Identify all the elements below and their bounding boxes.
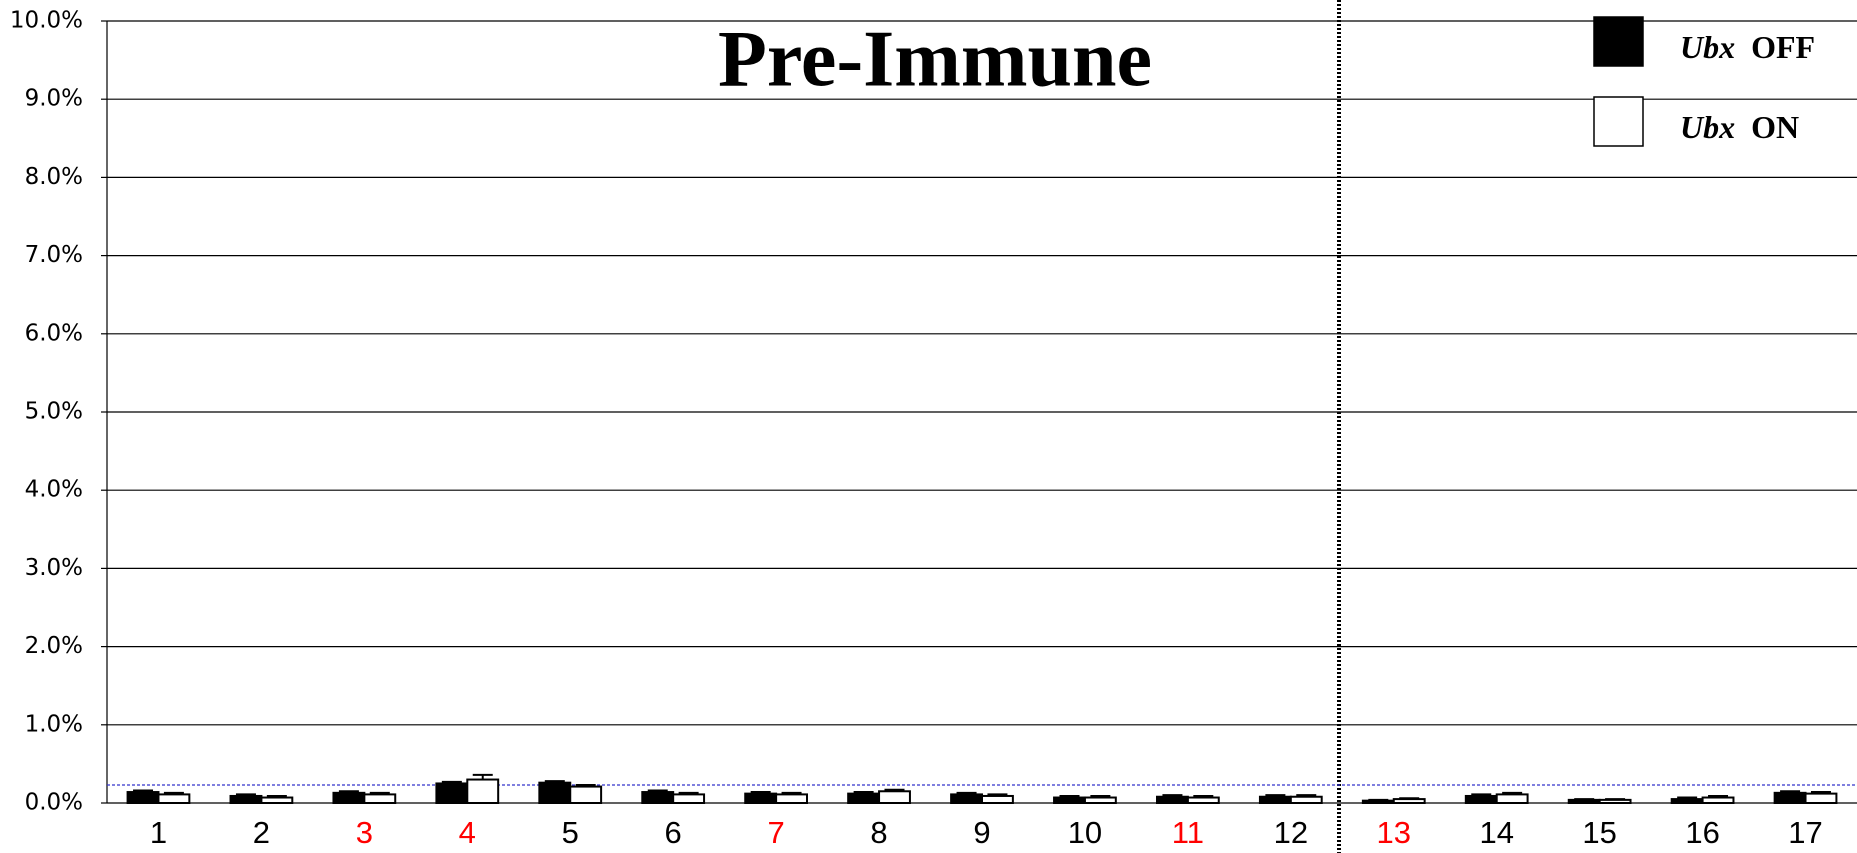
bar — [981, 794, 1014, 804]
bar — [1598, 798, 1632, 805]
x-tick-label: 10 — [1068, 815, 1102, 850]
x-tick-label: 15 — [1582, 815, 1616, 850]
bar — [847, 792, 881, 805]
bar — [950, 793, 984, 805]
bar — [538, 781, 572, 805]
bar — [672, 793, 706, 805]
legend-swatch — [1593, 16, 1644, 67]
x-tick-label: 17 — [1788, 815, 1822, 850]
bar — [641, 791, 675, 805]
bar — [126, 791, 160, 805]
bar — [1773, 791, 1807, 804]
y-tick-label: 1.0% — [25, 711, 83, 737]
x-tick-label: 8 — [870, 815, 887, 850]
x-tick-label: 4 — [459, 815, 476, 850]
x-tick-label: 12 — [1274, 815, 1308, 850]
x-tick-label: 2 — [253, 815, 270, 850]
x-tick-label: 6 — [665, 815, 682, 850]
bar — [1495, 793, 1529, 805]
chart-title: Pre-Immune — [718, 15, 1152, 103]
x-tick-label: 9 — [973, 815, 990, 850]
bar — [260, 796, 294, 805]
x-tick-label: 14 — [1479, 815, 1513, 850]
y-tick-label: 4.0% — [25, 477, 83, 503]
bar — [229, 794, 263, 804]
y-tick-label: 10.0% — [10, 8, 83, 34]
legend-label: Ubx OFF — [1680, 29, 1815, 65]
x-tick-label: 5 — [562, 815, 579, 850]
bar — [363, 793, 397, 805]
bar — [1053, 796, 1086, 805]
y-tick-label: 7.0% — [25, 242, 83, 268]
bar — [1083, 796, 1117, 805]
bar — [332, 791, 366, 804]
x-tick-label: 7 — [767, 815, 784, 850]
bar — [775, 793, 809, 805]
bar — [157, 793, 191, 805]
x-tick-label: 13 — [1377, 815, 1411, 850]
bar — [1156, 795, 1189, 805]
y-tick-label: 2.0% — [25, 633, 83, 659]
bar — [1567, 798, 1601, 805]
y-tick-label: 8.0% — [25, 164, 83, 190]
x-tick-label: 16 — [1685, 815, 1719, 850]
bar — [569, 785, 603, 805]
y-tick-label: 0.0% — [25, 790, 83, 816]
y-tick-label: 3.0% — [25, 555, 83, 581]
bar — [1186, 796, 1220, 805]
bar — [435, 782, 469, 805]
y-tick-label: 9.0% — [25, 86, 83, 112]
bar — [1464, 794, 1498, 804]
y-tick-label: 5.0% — [25, 399, 83, 425]
bar — [744, 792, 778, 805]
bar — [1289, 795, 1323, 805]
legend-swatch — [1593, 96, 1644, 147]
x-tick-label: 3 — [356, 815, 373, 850]
bar — [466, 778, 500, 804]
bar — [878, 790, 911, 805]
x-tick-label: 1 — [150, 815, 167, 850]
bar — [1258, 795, 1292, 805]
x-tick-label: 11 — [1172, 815, 1204, 850]
bar — [1361, 799, 1395, 804]
bar — [1392, 798, 1426, 805]
y-tick-label: 6.0% — [25, 320, 83, 346]
bar — [1804, 792, 1838, 805]
bar — [1701, 796, 1735, 805]
bar — [1670, 798, 1704, 805]
legend-label: Ubx ON — [1680, 109, 1799, 145]
